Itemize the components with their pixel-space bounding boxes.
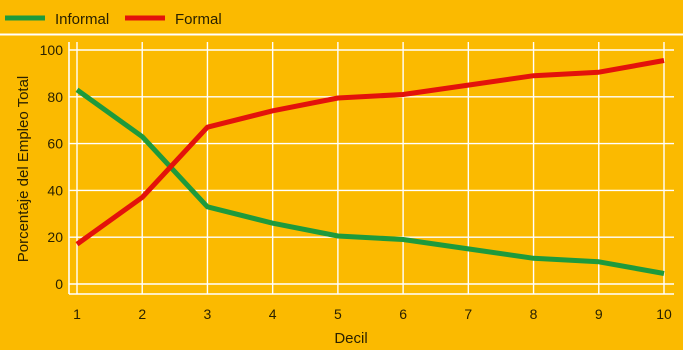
x-tick-label: 9 — [595, 306, 603, 322]
y-tick-label: 20 — [47, 229, 63, 245]
x-axis-title: Decil — [334, 330, 367, 347]
legend-label-formal: Formal — [175, 11, 222, 28]
legend-label-informal: Informal — [55, 11, 109, 28]
series-lines — [75, 58, 665, 276]
y-tick-label: 40 — [47, 182, 63, 198]
gridlines — [69, 42, 674, 294]
legend: Informal Formal — [5, 11, 222, 28]
y-tick-label: 80 — [47, 89, 63, 105]
x-tick-label: 3 — [204, 306, 212, 322]
tick-labels: 0 20 40 60 80 100 1 2 3 4 5 6 7 8 9 10 — [40, 42, 672, 322]
y-tick-label: 100 — [40, 42, 64, 58]
x-tick-label: 8 — [530, 306, 538, 322]
y-tick-label: 0 — [55, 276, 63, 292]
x-tick-label: 10 — [656, 306, 672, 322]
y-axis-title: Porcentaje del Empleo Total — [15, 76, 32, 263]
x-tick-label: 4 — [269, 306, 277, 322]
x-tick-label: 5 — [334, 306, 342, 322]
axes — [68, 42, 674, 295]
x-tick-label: 6 — [399, 306, 407, 322]
y-tick-label: 60 — [47, 136, 63, 152]
x-tick-label: 7 — [464, 306, 472, 322]
series-line-formal — [75, 58, 665, 247]
x-tick-label: 1 — [73, 306, 81, 322]
series-line-informal — [75, 87, 665, 276]
x-tick-label: 2 — [138, 306, 146, 322]
